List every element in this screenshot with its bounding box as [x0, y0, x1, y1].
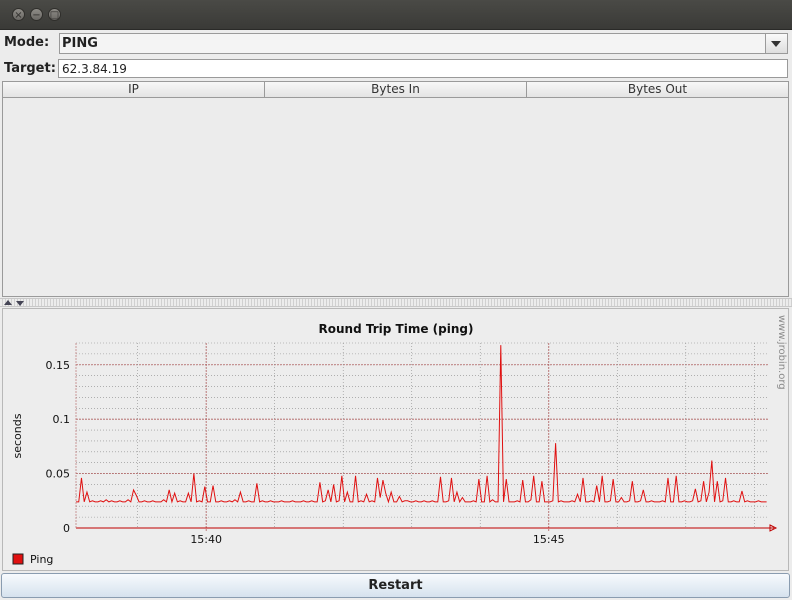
y-axis-label: seconds	[11, 413, 24, 458]
mode-label: Mode:	[4, 35, 50, 50]
x-axis-arrow-icon	[769, 524, 778, 532]
legend-swatch-ping	[12, 553, 24, 565]
close-icon[interactable]: ×	[12, 8, 25, 21]
window-titlebar: × − □	[0, 0, 792, 30]
column-header-bytes-in[interactable]: Bytes In	[265, 82, 527, 97]
chevron-down-icon[interactable]	[16, 301, 24, 306]
chart-panel: Round Trip Time (ping) seconds www.jrobi…	[2, 308, 789, 571]
y-tick-label: 0.05	[46, 468, 71, 481]
y-tick-label: 0	[63, 522, 70, 535]
chart-axes	[75, 343, 778, 532]
round-trip-chart: Round Trip Time (ping) seconds www.jrobi…	[11, 315, 787, 566]
mode-select[interactable]: PING	[59, 33, 788, 54]
y-tick-labels: 0 0.05 0.1 0.15	[46, 359, 71, 535]
x-tick-label: 15:45	[533, 533, 565, 546]
chart-watermark: www.jrobin.org	[776, 315, 787, 390]
table-header: IP Bytes In Bytes Out	[3, 82, 788, 98]
chevron-up-icon[interactable]	[4, 300, 12, 305]
x-tick-label: 15:40	[190, 533, 222, 546]
y-tick-label: 0.15	[46, 359, 71, 372]
y-tick-label: 0.1	[53, 413, 71, 426]
restart-button[interactable]: Restart	[1, 573, 790, 598]
split-pane-divider[interactable]	[0, 298, 792, 307]
connections-table: IP Bytes In Bytes Out	[2, 81, 789, 297]
column-header-bytes-out[interactable]: Bytes Out	[627, 82, 688, 96]
mode-selected-value: PING	[62, 36, 98, 51]
ping-series-line	[76, 345, 767, 504]
column-header-ip[interactable]: IP	[3, 82, 265, 97]
minimize-icon[interactable]: −	[30, 8, 43, 21]
target-label: Target:	[4, 61, 56, 76]
legend-label-ping: Ping	[30, 553, 53, 566]
target-input[interactable]	[58, 59, 788, 78]
chevron-down-icon[interactable]	[765, 34, 787, 53]
chart-title: Round Trip Time (ping)	[319, 322, 474, 336]
maximize-icon[interactable]: □	[48, 8, 61, 21]
x-tick-labels: 15:40 15:45	[190, 533, 564, 546]
chart-grid	[76, 342, 768, 531]
